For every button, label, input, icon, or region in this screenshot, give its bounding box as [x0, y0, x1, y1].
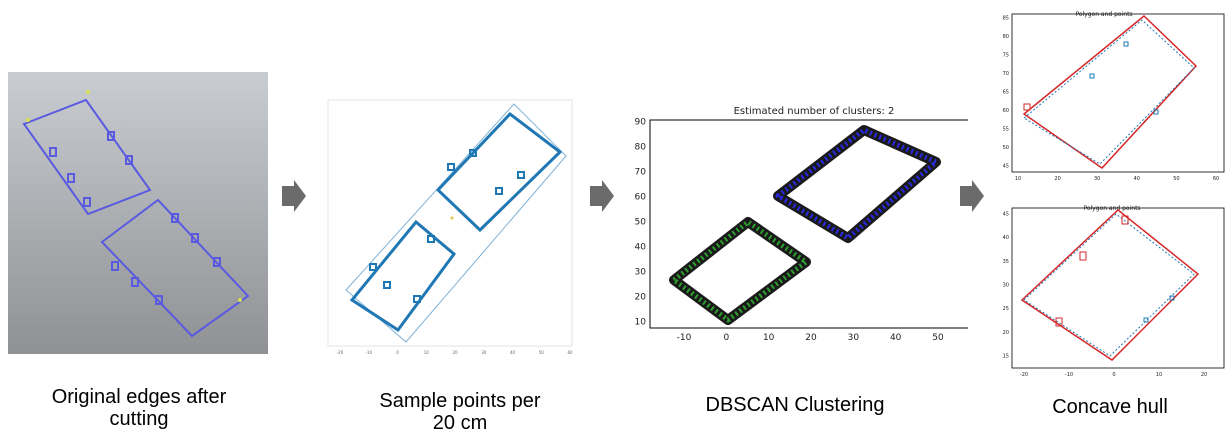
x-tick-label: 40	[1134, 176, 1140, 182]
y-tick-label: 10	[635, 318, 647, 328]
x-tick-label: 50	[932, 333, 944, 343]
concave-bottom-title: Polygon and points	[1083, 205, 1140, 212]
concave-hull-top-panel: Polygon and points 85 80 75 70 65 60 55 50 45 10…	[994, 6, 1231, 182]
dbscan-title: Estimated number of clusters: 2	[734, 106, 895, 117]
cluster-green	[669, 217, 811, 325]
y-tick-label: 75	[1003, 53, 1009, 59]
x-tick-label: -10	[677, 333, 692, 343]
x-tick-label: 30	[1094, 176, 1100, 182]
y-tick-label: 30	[1003, 283, 1009, 289]
x-tick-label: 0	[396, 350, 399, 355]
y-tick-label: 70	[1003, 71, 1009, 77]
x-tick-label: 10	[424, 350, 430, 355]
x-tick-label: 10	[1156, 372, 1162, 378]
y-tick-label: 15	[1003, 354, 1009, 360]
y-tick-label: 20	[635, 293, 647, 303]
x-tick-label: -10	[365, 350, 372, 355]
x-tick-label: 20	[1054, 176, 1060, 182]
x-tick-label: 30	[481, 350, 487, 355]
arrow-right-icon	[960, 180, 984, 212]
y-tick-label: 50	[1003, 145, 1009, 151]
y-tick-label: 55	[1003, 127, 1009, 133]
caption-step-2: Sample points per 20 cm	[379, 390, 541, 434]
y-tick-label: 40	[635, 243, 647, 253]
x-tick-label: 40	[890, 333, 902, 343]
y-tick-label: 60	[1003, 108, 1009, 114]
x-tick-label: -20	[337, 350, 344, 355]
x-tick-label: -20	[1020, 372, 1028, 378]
sample-points-panel: -20 -10 0 10 20 30 40 50 60	[320, 92, 582, 360]
x-tick-label: 20	[1201, 372, 1207, 378]
x-tick-label: 30	[848, 333, 860, 343]
original-edges-panel	[8, 72, 268, 354]
x-tick-label: 40	[510, 350, 516, 355]
x-tick-label: 0	[723, 333, 729, 343]
caption-step-4: Concave hull	[1052, 396, 1168, 418]
arrow-right-icon	[282, 180, 306, 212]
y-tick-label: 35	[1003, 259, 1009, 265]
dbscan-plot: Estimated number of clusters: 2 90 80 70 60…	[635, 106, 979, 343]
y-tick-label: 40	[1003, 235, 1009, 241]
x-tick-label: 60	[1213, 176, 1219, 182]
sample-points-plot: -20 -10 0 10 20 30 40 50 60	[327, 99, 573, 355]
y-tick-label: 20	[1003, 330, 1009, 336]
y-tick-label: 70	[635, 168, 647, 178]
concave-hull-top-plot: Polygon and points 85 80 75 70 65 60 55 50 45 10…	[1003, 11, 1225, 182]
y-tick-label: 90	[635, 118, 647, 128]
x-tick-label: 20	[805, 333, 817, 343]
caption-step-1: Original edges after cutting	[51, 386, 227, 430]
concave-hull-bottom-plot: Polygon and points 45 40 35 30 25 20 15 -20 -10…	[1003, 205, 1225, 378]
x-tick-label: 50	[1173, 176, 1179, 182]
x-tick-label: 20	[452, 350, 458, 355]
y-tick-label: 80	[1003, 34, 1009, 40]
caption-step-3: DBSCAN Clustering	[705, 394, 885, 416]
concave-top-title: Polygon and points	[1075, 11, 1132, 18]
cluster-blue	[773, 125, 941, 243]
y-tick-label: 30	[635, 268, 647, 278]
original-edges-image	[8, 72, 268, 354]
y-tick-label: 65	[1003, 90, 1009, 96]
y-tick-label: 45	[1003, 164, 1009, 170]
x-tick-label: -10	[1065, 372, 1073, 378]
x-tick-label: 10	[1015, 176, 1021, 182]
arrow-right-icon	[590, 180, 614, 212]
y-tick-label: 50	[635, 218, 647, 228]
x-tick-label: 0	[1112, 372, 1115, 378]
y-tick-label: 45	[1003, 212, 1009, 218]
y-tick-label: 80	[635, 143, 647, 153]
y-tick-label: 60	[635, 193, 647, 203]
dbscan-panel: Estimated number of clusters: 2 90 80 70 60…	[618, 100, 979, 355]
x-tick-label: 50	[539, 350, 545, 355]
concave-hull-bottom-panel: Polygon and points 45 40 35 30 25 20 15 -20 -10…	[994, 200, 1231, 380]
y-tick-label: 85	[1003, 16, 1009, 22]
x-tick-label: 60	[567, 350, 573, 355]
y-tick-label: 25	[1003, 306, 1009, 312]
x-tick-label: 10	[763, 333, 775, 343]
